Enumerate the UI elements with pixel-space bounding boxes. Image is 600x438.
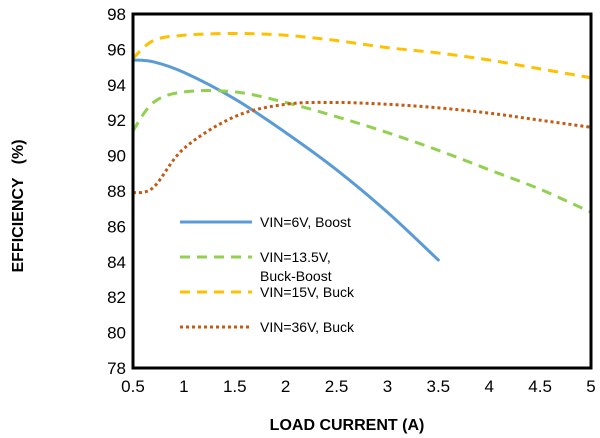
x-tick-label: 4 bbox=[484, 377, 493, 396]
plot-frame bbox=[131, 12, 593, 370]
x-tick-label: 1.5 bbox=[223, 377, 247, 396]
y-tick-label: 98 bbox=[107, 5, 126, 24]
legend-label: VIN=13.5V, bbox=[260, 249, 331, 265]
y-tick-label: 96 bbox=[107, 40, 126, 59]
y-tick-label: 84 bbox=[107, 253, 126, 272]
x-tick-label: 0.5 bbox=[121, 377, 145, 396]
x-tick-label: 4.5 bbox=[528, 377, 552, 396]
series-line-2 bbox=[131, 89, 592, 214]
x-tick-label: 3.5 bbox=[427, 377, 451, 396]
series-line-1 bbox=[131, 58, 440, 262]
series-line-3 bbox=[131, 31, 592, 80]
x-tick-label: 1 bbox=[179, 377, 188, 396]
y-axis-title: EFFICIENCY (%) bbox=[10, 139, 27, 272]
x-tick-label: 3 bbox=[383, 377, 392, 396]
series-line-4 bbox=[132, 100, 592, 195]
y-tick-label: 90 bbox=[107, 147, 126, 166]
x-tick-label: 2 bbox=[281, 377, 290, 396]
x-tick-label: 2.5 bbox=[325, 377, 349, 396]
legend-label: VIN=15V, Buck bbox=[260, 284, 355, 300]
x-axis-title: LOAD CURRENT (A) bbox=[270, 417, 425, 434]
legend-label: VIN=6V, Boost bbox=[260, 214, 351, 230]
legend-label: VIN=36V, Buck bbox=[260, 319, 355, 335]
y-axis-ticks: 78 80 82 84 86 88 90 92 94 96 98 bbox=[107, 5, 126, 378]
x-axis-ticks: 0.5 1 1.5 2 2.5 3 3.5 4 4.5 5 bbox=[121, 377, 596, 396]
legend-label: Buck-Boost bbox=[260, 268, 332, 284]
legend: VIN=6V, Boost VIN=13.5V, Buck-BoostVIN=15V… bbox=[180, 214, 355, 335]
x-tick-label: 5 bbox=[586, 377, 595, 396]
y-tick-label: 78 bbox=[107, 359, 126, 378]
y-tick-label: 86 bbox=[107, 217, 126, 236]
y-tick-label: 82 bbox=[107, 288, 126, 307]
y-tick-label: 94 bbox=[107, 76, 126, 95]
series-layer bbox=[131, 31, 592, 262]
y-tick-label: 80 bbox=[107, 324, 126, 343]
y-tick-label: 92 bbox=[107, 111, 126, 130]
y-tick-label: 88 bbox=[107, 182, 126, 201]
